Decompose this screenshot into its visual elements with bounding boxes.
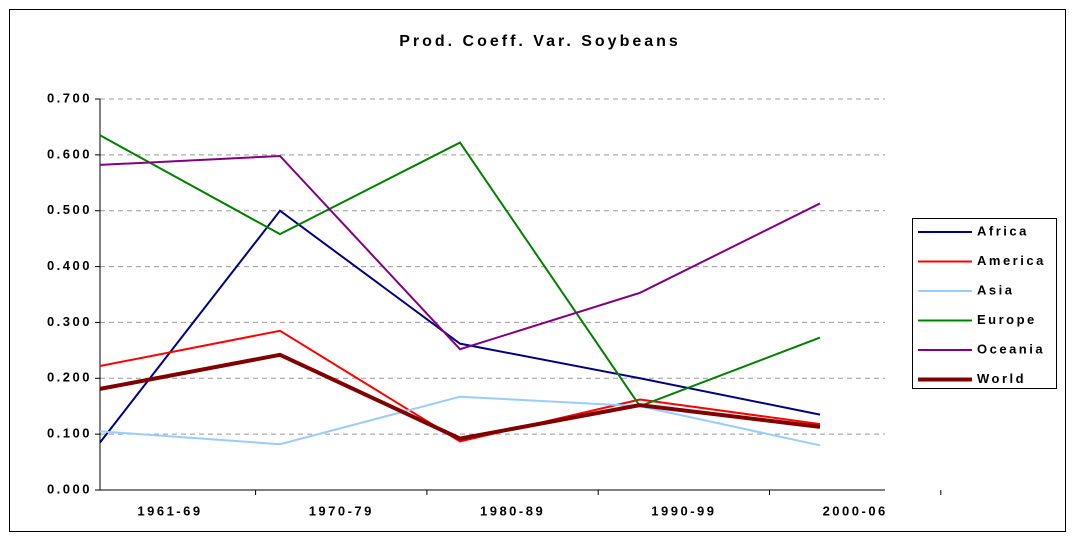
y-tick-label: 0.500 [47, 202, 92, 217]
series-line [99, 154, 821, 351]
legend-box [912, 218, 1057, 389]
legend-label: America [977, 253, 1046, 268]
y-tick-label: 0.300 [47, 314, 92, 329]
y-tick-label: 0.700 [47, 90, 92, 105]
x-tick-label: 1980-89 [480, 503, 545, 518]
series-line [99, 134, 821, 408]
y-tick-label: 0.200 [47, 370, 92, 385]
legend-label: Asia [977, 282, 1014, 297]
legend-label: Africa [977, 223, 1029, 238]
x-tick-label: 1961-69 [137, 503, 202, 518]
legend-label: World [977, 371, 1026, 386]
y-tick-label: 0.100 [47, 426, 92, 441]
series-line [99, 329, 821, 443]
y-tick-label: 0.000 [47, 481, 92, 496]
legend-label: Europe [977, 312, 1037, 327]
series-line [99, 352, 821, 441]
x-tick-label: 1990-99 [651, 503, 716, 518]
legend: Africa America Asia Europe Oceania World [912, 218, 1057, 389]
series-line [99, 209, 821, 444]
x-tick-label: 2000-06 [823, 503, 888, 518]
y-tick-label: 0.400 [47, 258, 92, 273]
chart-title: Prod. Coeff. Var. Soybeans [399, 33, 681, 50]
y-tick-label: 0.600 [47, 146, 92, 161]
x-tick-label: 1970-79 [309, 503, 374, 518]
chart-border [9, 9, 1066, 532]
series-line [99, 395, 821, 447]
legend-label: Oceania [977, 341, 1045, 356]
